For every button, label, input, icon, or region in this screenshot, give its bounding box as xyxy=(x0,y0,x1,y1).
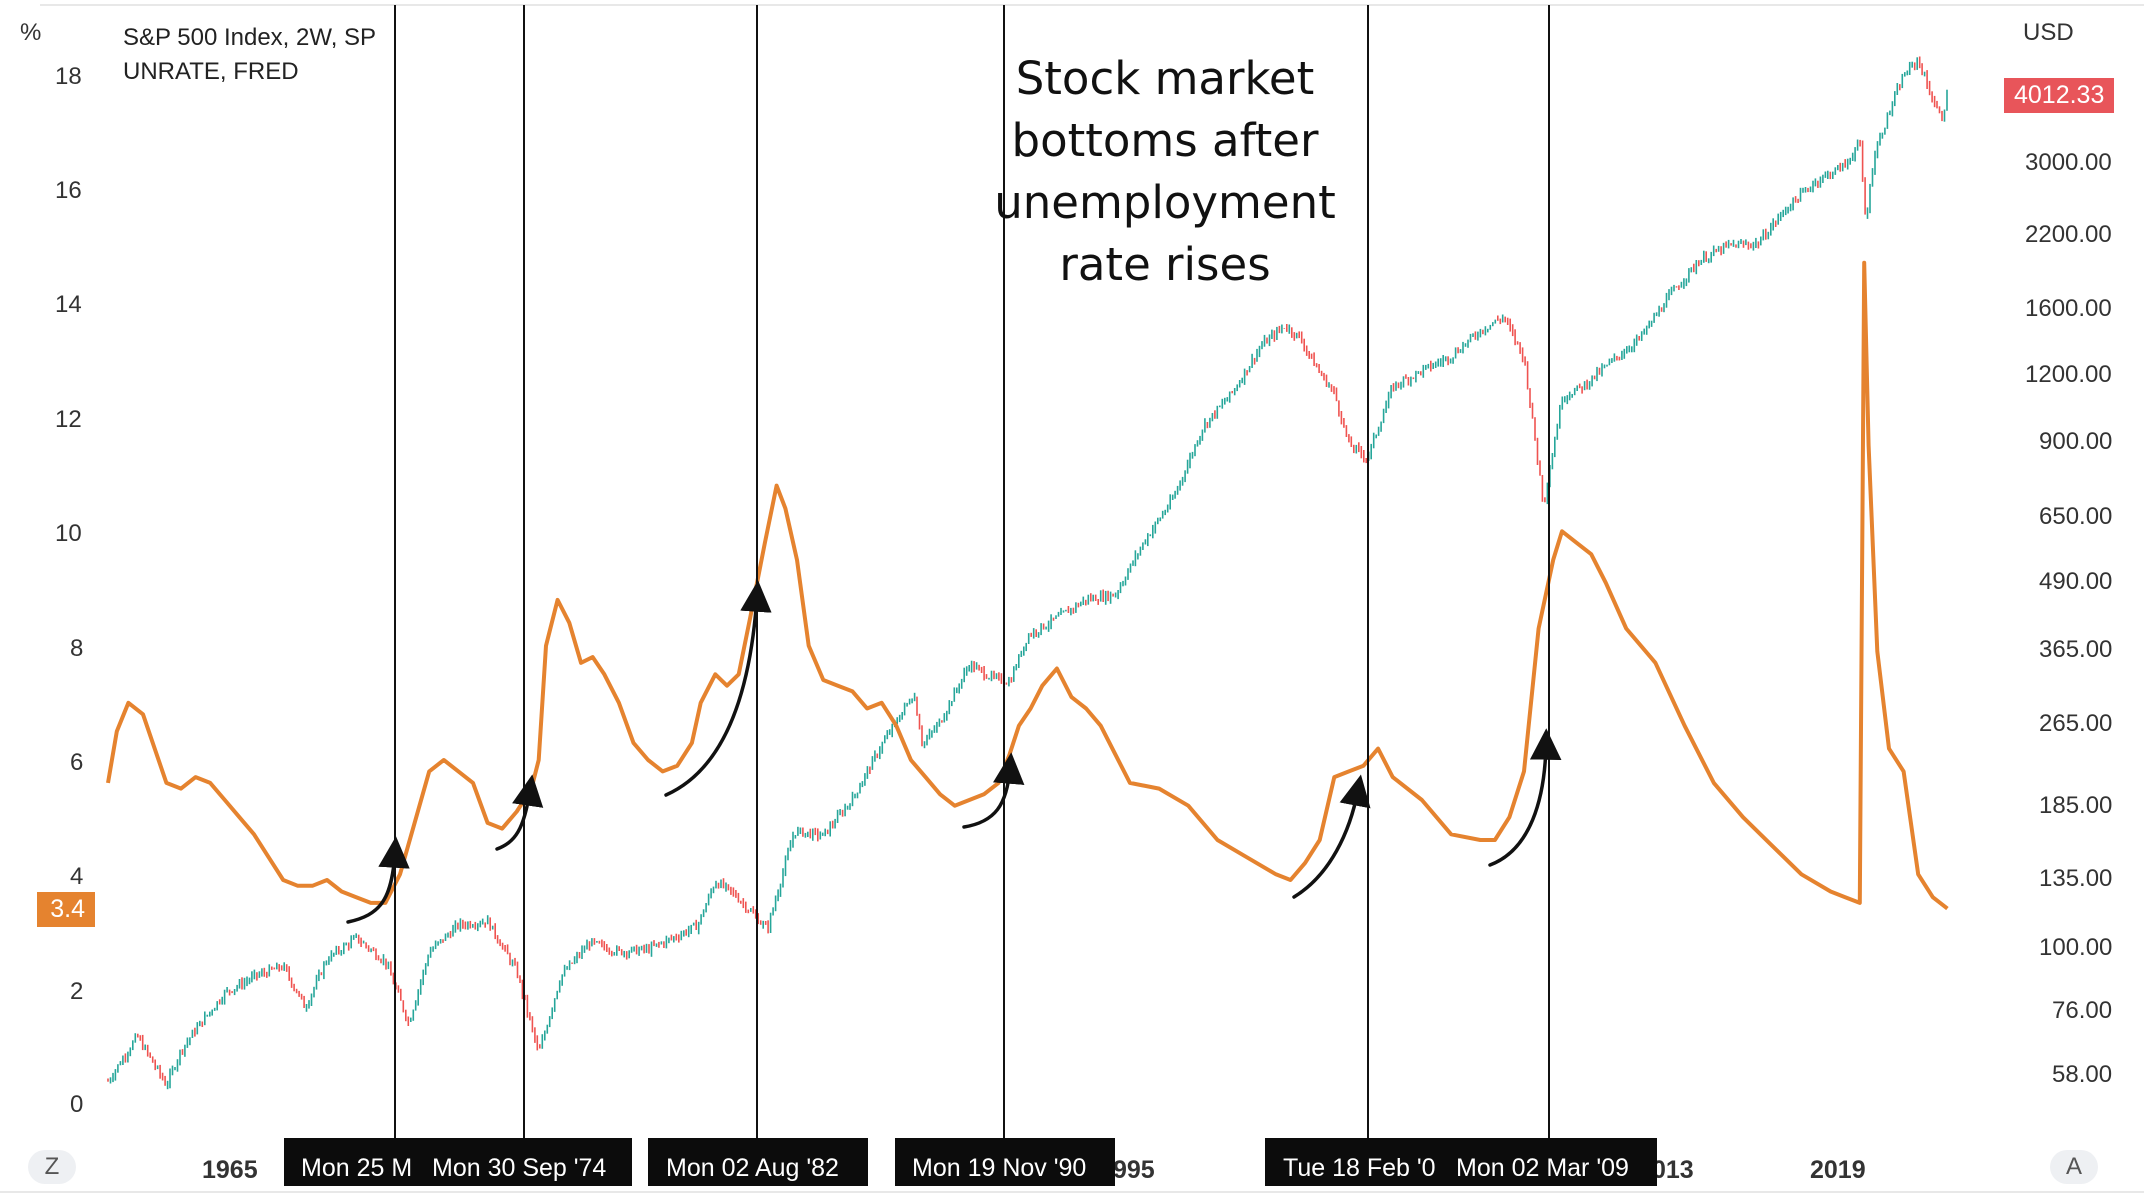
left-tick-4: 4 xyxy=(70,863,83,890)
right-tick-650: 650.00 xyxy=(2039,503,2112,530)
right-tick-185: 185.00 xyxy=(2039,792,2112,819)
right-tick-3000: 3000.00 xyxy=(2025,149,2112,176)
annotation-text: Stock market bottoms after unemployment … xyxy=(994,52,1336,291)
right-tick-135: 135.00 xyxy=(2039,865,2112,892)
left-tick-6: 6 xyxy=(70,749,83,776)
legend-spx: S&P 500 Index, 2W, SP xyxy=(123,24,377,51)
marker-label-3: Mon 02 Aug '82 xyxy=(666,1154,839,1182)
right-tick-76: 76.00 xyxy=(2052,997,2112,1024)
marker-label-4: Mon 19 Nov '90 xyxy=(912,1154,1086,1182)
arrow-3 xyxy=(664,580,772,797)
arrow-6 xyxy=(1488,728,1562,867)
marker-label-6: Mon 02 Mar '09 xyxy=(1456,1154,1629,1182)
right-axis-unit: USD xyxy=(2023,19,2074,46)
spx-series xyxy=(107,56,1948,1090)
left-tick-14: 14 xyxy=(55,291,82,318)
left-tick-8: 8 xyxy=(70,635,83,662)
auto-scale-right-button[interactable]: A xyxy=(2050,1150,2098,1184)
spx-last-badge: 4012.33 xyxy=(2004,78,2115,113)
unrate-line xyxy=(106,260,1949,911)
x-tick-995: 995 xyxy=(1113,1156,1155,1184)
left-axis-unit: % xyxy=(20,19,41,46)
right-tick-1600: 1600.00 xyxy=(2025,295,2112,322)
right-tick-2200: 2200.00 xyxy=(2025,221,2112,248)
right-tick-265: 265.00 xyxy=(2039,710,2112,737)
right-tick-900: 900.00 xyxy=(2039,428,2112,455)
right-tick-1200: 1200.00 xyxy=(2025,361,2112,388)
arrow-2 xyxy=(495,774,544,851)
marker-label-5: Tue 18 Feb '0 xyxy=(1283,1154,1436,1182)
arrow-4 xyxy=(962,752,1025,829)
left-tick-16: 16 xyxy=(55,177,82,204)
arrow-1 xyxy=(346,836,410,924)
left-tick-12: 12 xyxy=(55,406,82,433)
marker-box-4 xyxy=(895,1138,1115,1186)
marker-box-3 xyxy=(648,1138,868,1186)
left-tick-2: 2 xyxy=(70,978,83,1005)
marker-box-5 xyxy=(1265,1138,1657,1186)
left-axis: % 18 16 14 12 10 8 6 4 2 0 xyxy=(20,19,83,1118)
x-tick-2019: 2019 xyxy=(1810,1156,1866,1184)
right-axis: USD 3000.00 2200.00 1600.00 1200.00 900.… xyxy=(2023,19,2112,1088)
marker-label-1: Mon 25 M xyxy=(301,1154,412,1182)
unrate-last-badge: 3.4 xyxy=(37,892,95,927)
marker-box-1 xyxy=(284,1138,632,1186)
left-tick-10: 10 xyxy=(55,520,82,547)
x-tick-1965: 1965 xyxy=(202,1156,258,1184)
right-tick-365: 365.00 xyxy=(2039,636,2112,663)
marker-lines xyxy=(394,5,1550,1150)
right-tick-490: 490.00 xyxy=(2039,568,2112,595)
left-tick-0: 0 xyxy=(70,1091,83,1118)
left-tick-18: 18 xyxy=(55,63,82,90)
auto-scale-left-button[interactable]: Z xyxy=(28,1150,76,1184)
marker-label-2: Mon 30 Sep '74 xyxy=(432,1154,606,1182)
right-tick-58: 58.00 xyxy=(2052,1061,2112,1088)
right-tick-100: 100.00 xyxy=(2039,934,2112,961)
date-markers: Mon 25 M Mon 30 Sep '74 Mon 02 Aug '82 M… xyxy=(284,1138,1657,1186)
x-axis: 1965 995 013 2019 xyxy=(202,1156,1866,1184)
arrow-5 xyxy=(1292,774,1371,899)
arrows xyxy=(346,580,1562,924)
x-tick-013: 013 xyxy=(1652,1156,1694,1184)
legend-unrate: UNRATE, FRED xyxy=(123,58,299,85)
